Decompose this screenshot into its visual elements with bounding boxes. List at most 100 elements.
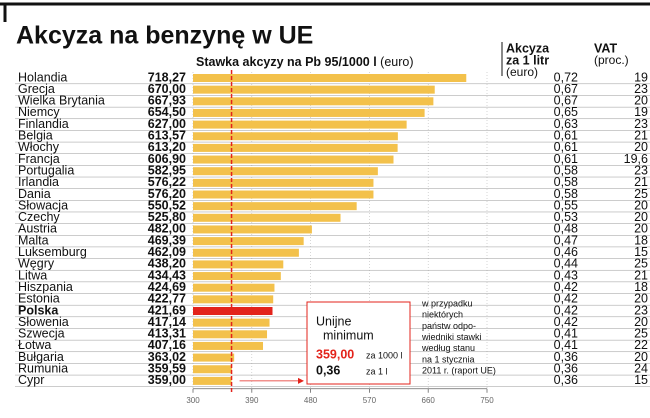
category-label: Portugalia <box>18 163 74 177</box>
category-label: Grecja <box>18 82 55 96</box>
category-label: Czechy <box>18 210 60 224</box>
column-value: 0,67 <box>554 82 578 96</box>
category-label: Polska <box>18 303 59 317</box>
x-tick-label: 750 <box>480 396 494 405</box>
column-value: 0,42 <box>554 315 578 329</box>
bar <box>193 272 281 281</box>
value-label: 363,02 <box>148 350 186 364</box>
value-label: 469,39 <box>148 233 186 247</box>
column-title: Akcyza <box>506 41 550 55</box>
column-value: 0,63 <box>554 117 578 131</box>
value-label: 438,20 <box>148 257 186 271</box>
x-tick-label: 570 <box>363 396 377 405</box>
bar <box>193 85 435 94</box>
x-tick-label: 390 <box>245 396 259 405</box>
note: w przypadku <box>421 298 473 308</box>
note: na 1 stycznia <box>422 354 475 364</box>
column-value: 24 <box>634 362 648 376</box>
value-label: 613,20 <box>148 140 186 154</box>
column-value: 0,58 <box>554 187 578 201</box>
bar <box>193 341 264 350</box>
value-label: 654,50 <box>148 105 186 119</box>
column-value: 19 <box>634 105 648 119</box>
column-value: 0,42 <box>554 292 578 306</box>
column-value: 0,55 <box>554 198 578 212</box>
column-value: 18 <box>634 280 648 294</box>
category-label: Dania <box>18 187 51 201</box>
column-unit: (euro) <box>506 65 538 79</box>
value-label: 550,52 <box>148 198 186 212</box>
category-label: Luksemburg <box>18 245 87 259</box>
bar <box>193 155 394 164</box>
x-tick-label: 480 <box>304 396 318 405</box>
column-value: 0,67 <box>554 94 578 108</box>
column-value: 0,46 <box>554 245 578 259</box>
column-value: 25 <box>634 257 648 271</box>
category-label: Malta <box>18 233 49 247</box>
bar <box>193 108 425 117</box>
category-label: Holandia <box>18 70 67 84</box>
category-label: Irlandia <box>18 175 59 189</box>
bar <box>193 225 312 234</box>
bar <box>193 143 398 152</box>
category-label: Słowenia <box>18 315 69 329</box>
column-value: 0,72 <box>554 70 578 84</box>
category-label: Wielka Brytania <box>18 94 105 108</box>
note: wiedniki stawki <box>421 332 482 342</box>
column-value: 20 <box>634 315 648 329</box>
annotation-title: Unijne <box>316 314 351 328</box>
value-label: 667,93 <box>148 94 186 108</box>
category-label: Włochy <box>18 140 60 154</box>
note: według stanu <box>421 343 475 353</box>
bar <box>193 330 268 339</box>
bar <box>193 376 232 385</box>
column-value: 23 <box>634 163 648 177</box>
column-value: 0,42 <box>554 303 578 317</box>
column-value: 21 <box>634 175 648 189</box>
note: niektórych <box>422 310 463 320</box>
column-value: 21 <box>634 268 648 282</box>
column-value: 23 <box>634 82 648 96</box>
category-label: Finlandia <box>18 117 69 131</box>
bar <box>193 353 235 362</box>
category-label: Litwa <box>18 268 47 282</box>
column-value: 25 <box>634 327 648 341</box>
column-value: 0,42 <box>554 280 578 294</box>
bar <box>193 213 341 222</box>
bar <box>193 283 275 292</box>
annotation-per-liter: 0,36 <box>316 363 340 377</box>
value-label: 482,00 <box>148 222 186 236</box>
annotation-unit: za 1000 l <box>366 350 403 360</box>
column-value: 0,61 <box>554 152 578 166</box>
bar <box>193 120 407 129</box>
column-value: 0,58 <box>554 175 578 189</box>
column-value: 20 <box>634 350 648 364</box>
value-label: 359,59 <box>148 362 186 376</box>
value-label: 613,57 <box>148 129 186 143</box>
column-value: 20 <box>634 210 648 224</box>
note: 2011 r. (raport UE) <box>422 366 496 376</box>
value-label: 422,77 <box>148 292 186 306</box>
x-tick-label: 300 <box>186 396 200 405</box>
column-value: 0,36 <box>554 373 578 387</box>
column-value: 20 <box>634 292 648 306</box>
bar <box>193 74 467 82</box>
category-label: Cypr <box>18 373 44 387</box>
column-value: 0,61 <box>554 129 578 143</box>
column-value: 19,6 <box>624 152 648 166</box>
column-value: 0,36 <box>554 362 578 376</box>
column-value: 0,53 <box>554 210 578 224</box>
column-title: za 1 litr <box>506 53 549 67</box>
category-label: Łotwa <box>18 338 51 352</box>
column-unit: (proc.) <box>594 53 629 67</box>
column-title: VAT <box>594 41 618 55</box>
column-value: 0,36 <box>554 350 578 364</box>
column-value: 0,58 <box>554 163 578 177</box>
value-label: 670,00 <box>148 82 186 96</box>
value-label: 462,09 <box>148 245 186 259</box>
value-label: 421,69 <box>148 303 186 317</box>
value-label: 606,90 <box>148 152 186 166</box>
bar <box>193 202 357 211</box>
column-value: 20 <box>634 140 648 154</box>
